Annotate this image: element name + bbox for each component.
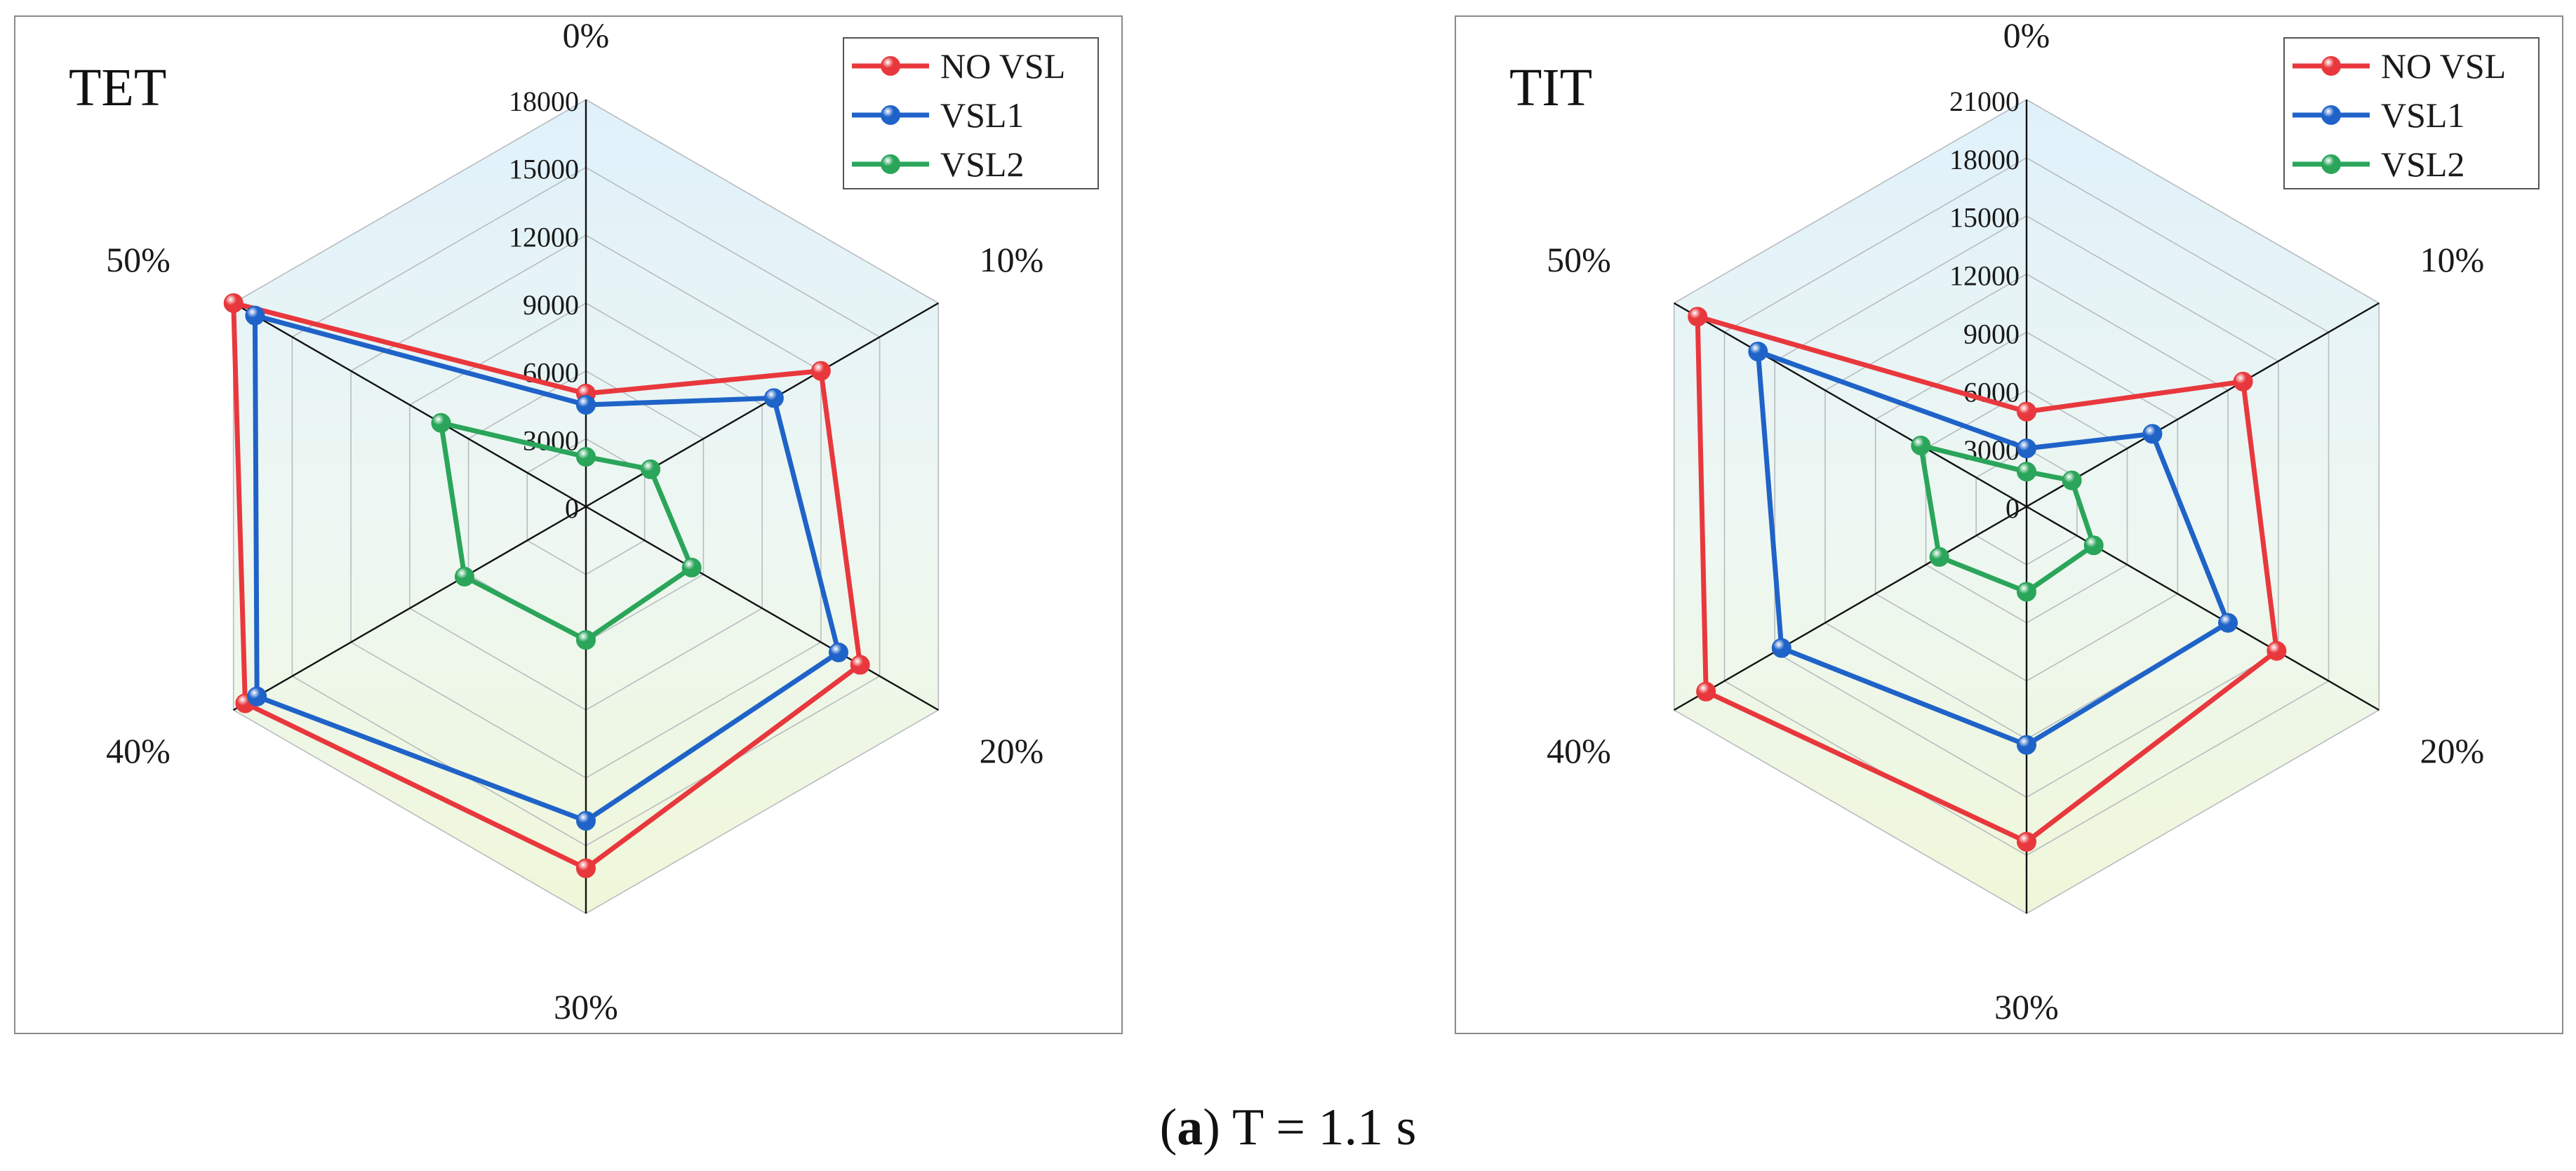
tet-spoke — [233, 505, 587, 711]
tit-legend-label: VSL2 — [2381, 145, 2464, 184]
tet-radial-tick-label: 18000 — [509, 86, 579, 117]
tet-axis-label: 50% — [106, 240, 171, 279]
tit-data-point — [1696, 681, 1716, 702]
caption-label: a — [1177, 1099, 1203, 1156]
tet-radial-tick-label: 12000 — [509, 221, 579, 253]
tet-radial-tick-label: 15000 — [509, 154, 579, 185]
tet-chart-title: TET — [69, 58, 166, 117]
tet-data-point — [576, 447, 596, 467]
tit-data-point — [1748, 342, 1768, 362]
tit-chart-title: TIT — [1509, 58, 1592, 117]
tet-data-point — [576, 395, 596, 415]
tet-axis-label: 40% — [106, 731, 171, 770]
tit-series-no-vsl — [1688, 307, 2287, 852]
tit-legend: NO VSL VSL1 VSL2 — [2283, 37, 2540, 189]
tit-radial-tick-label: 12000 — [1949, 260, 2020, 292]
tet-spoke — [233, 302, 587, 508]
tit-radar-panel: 0 3000 6000 9000 12000 15000 18000 21000 0% 10% 20… — [1455, 15, 2563, 1034]
tit-legend-marker — [2321, 154, 2341, 174]
tit-data-point — [2142, 424, 2163, 444]
tet-data-point — [245, 305, 265, 326]
tit-data-point — [2017, 401, 2036, 422]
tit-legend-label: VSL1 — [2381, 95, 2464, 135]
tit-data-point — [2017, 439, 2036, 459]
tet-legend-label: VSL2 — [940, 145, 1024, 184]
tet-data-point — [828, 642, 848, 662]
tit-radial-tick-label: 0 — [2006, 493, 2020, 524]
tet-axis-label: 30% — [554, 987, 618, 1026]
tet-data-point — [454, 566, 474, 587]
tit-legend-marker — [2321, 105, 2341, 125]
tit-legend-marker — [2321, 56, 2341, 76]
tet-data-point — [247, 686, 267, 707]
tet-data-point — [431, 413, 451, 433]
tit-radial-tick-label: 15000 — [1949, 202, 2020, 234]
tit-axis-label: 20% — [2420, 731, 2485, 770]
tit-data-point — [2017, 831, 2036, 852]
tet-data-point — [850, 655, 870, 675]
tit-axis-label: 40% — [1547, 731, 1611, 770]
tet-data-point — [223, 293, 243, 313]
tet-data-point — [576, 810, 596, 831]
tet-data-point — [763, 388, 784, 408]
tit-data-point — [2218, 613, 2238, 633]
tet-axis-label: 20% — [980, 731, 1044, 770]
tit-data-point — [1929, 547, 1949, 567]
tet-radar-panel: 0 3000 6000 9000 12000 15000 18000 0% 10% 20% 30% 4… — [14, 15, 1123, 1034]
tit-data-point — [1911, 436, 1931, 455]
figure-caption: (a) T = 1.1 s — [1159, 1099, 1417, 1156]
tet-axis-label: 0% — [563, 15, 610, 55]
tet-legend-marker — [881, 105, 900, 125]
tit-axis-label: 0% — [2003, 15, 2050, 55]
tit-data-point — [2017, 462, 2036, 482]
tet-data-point — [576, 858, 596, 878]
tet-legend: NO VSL VSL1 VSL2 — [843, 37, 1099, 189]
tit-series-vsl2 — [1911, 436, 2104, 602]
tet-radar-chart: 03000600090001200015000180000%10%20%30%4… — [14, 15, 1123, 1034]
tit-data-point — [1688, 307, 1708, 327]
tet-legend-label: NO VSL — [940, 46, 1065, 86]
tet-data-point — [576, 630, 596, 650]
tit-spoke — [1674, 302, 2027, 508]
tit-data-point — [2233, 371, 2253, 392]
tit-axis-label: 10% — [2420, 240, 2485, 279]
tit-radar-chart: 0300060009000120001500018000210000%10%20… — [1455, 15, 2563, 1034]
tit-data-point — [1771, 638, 1791, 658]
tit-radial-tick-label: 18000 — [1949, 144, 2020, 175]
caption-text: T = 1.1 s — [1220, 1099, 1417, 1156]
tit-spoke — [2026, 302, 2380, 508]
tit-radial-tick-label: 21000 — [1949, 86, 2020, 117]
tit-data-point — [2017, 582, 2036, 602]
tet-legend-marker — [881, 154, 900, 174]
tet-data-point — [641, 459, 661, 479]
tet-data-point — [681, 558, 702, 577]
tet-data-point — [810, 361, 831, 381]
tit-data-point — [2083, 535, 2104, 556]
tet-series-vsl2 — [431, 413, 702, 650]
tit-radial-tick-label: 9000 — [1963, 318, 2020, 349]
tet-legend-label: VSL1 — [940, 95, 1024, 135]
tit-spoke — [1674, 505, 2027, 711]
tet-spoke — [585, 505, 939, 711]
tet-axis-label: 10% — [980, 240, 1044, 279]
tit-data-point — [2267, 641, 2287, 661]
tit-data-point — [2017, 735, 2036, 755]
tet-radial-tick-label: 0 — [565, 493, 579, 524]
tet-series-vsl1 — [245, 305, 848, 831]
tit-axis-label: 50% — [1547, 240, 1611, 279]
tit-axis-label: 30% — [1994, 987, 2059, 1026]
tit-data-point — [2062, 470, 2082, 490]
tet-radial-tick-label: 9000 — [523, 289, 579, 321]
tit-series-vsl1 — [1748, 342, 2238, 755]
tit-legend-label: NO VSL — [2381, 46, 2506, 86]
tet-legend-marker — [881, 56, 900, 76]
